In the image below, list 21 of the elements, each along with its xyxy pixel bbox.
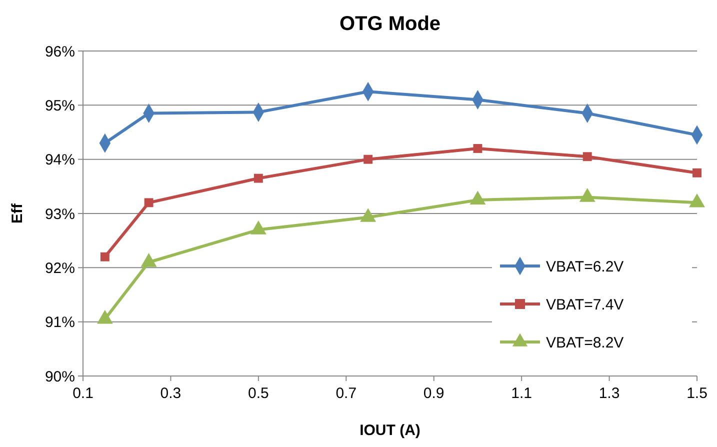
x-tick-label: 1.1	[511, 385, 532, 402]
x-tick-label: 1.5	[686, 385, 708, 402]
x-tick-label: 0.7	[336, 385, 357, 402]
y-tick-label: 91%	[44, 314, 75, 332]
chart-title: OTG Mode	[339, 13, 441, 35]
legend-label: VBAT=7.4V	[546, 296, 624, 314]
x-tick-label: 0.3	[160, 385, 182, 402]
y-axis-title: Eff	[9, 202, 26, 224]
x-tick-label: 1.3	[598, 385, 620, 402]
y-tick-label: 90%	[44, 368, 75, 386]
x-tick-label: 0.9	[423, 385, 444, 402]
legend-label: VBAT=8.2V	[546, 334, 624, 352]
y-tick-label: 93%	[44, 206, 75, 223]
x-tick-label: 0.5	[248, 385, 269, 402]
x-axis-title: IOUT (A)	[360, 422, 420, 439]
x-tick-label: 0.1	[72, 385, 94, 402]
y-tick-label: 95%	[44, 97, 75, 114]
legend-label: VBAT=6.2V	[546, 258, 624, 276]
y-tick-label: 94%	[44, 152, 75, 169]
y-tick-label: 92%	[44, 260, 75, 277]
y-tick-label: 96%	[44, 43, 75, 60]
